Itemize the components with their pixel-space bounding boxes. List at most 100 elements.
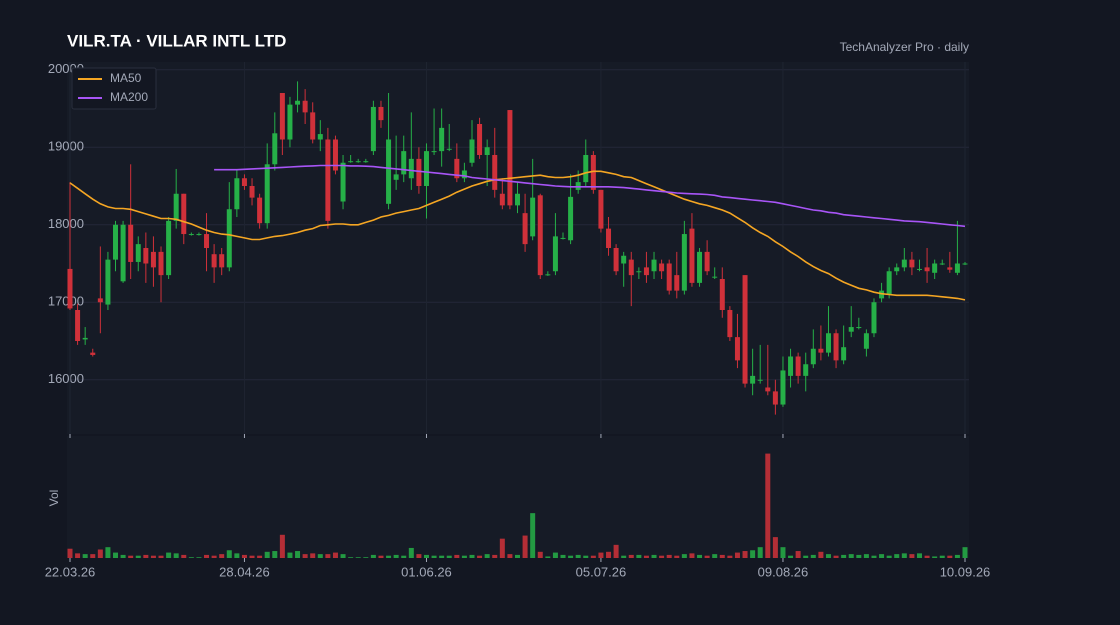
- volume-bar: [386, 555, 392, 558]
- volume-bar: [643, 555, 649, 558]
- candle-body: [613, 248, 619, 272]
- volume-bar: [173, 553, 179, 558]
- volume-bar: [947, 555, 953, 558]
- candle-body: [219, 254, 225, 268]
- candle-body: [423, 151, 429, 186]
- volume-bar: [82, 554, 88, 558]
- volume-bar: [158, 555, 164, 558]
- candle-body: [370, 106, 376, 152]
- candle-body: [742, 275, 748, 384]
- volume-bar: [515, 554, 520, 558]
- volume-bar: [105, 547, 111, 558]
- legend-label: MA200: [110, 90, 148, 104]
- volume-bar: [674, 555, 680, 558]
- volume-bar: [841, 554, 847, 558]
- candle-body: [651, 259, 657, 272]
- legend: MA50 MA200: [71, 67, 157, 110]
- volume-bar: [742, 551, 748, 558]
- volume-bar: [545, 556, 551, 558]
- volume-bar: [226, 550, 232, 558]
- candle-body: [689, 228, 695, 283]
- volume-bar: [408, 547, 414, 558]
- volume-bar: [348, 557, 354, 558]
- candle-body: [560, 237, 566, 239]
- volume-bar: [560, 554, 566, 558]
- candle-body: [211, 254, 217, 268]
- chart-title: VILR.TA · VILLAR INTL LTD: [67, 31, 286, 50]
- volume-bar: [613, 544, 619, 558]
- volume-bar: [788, 555, 794, 558]
- volume-bar: [772, 537, 778, 558]
- volume-panel: [67, 436, 969, 558]
- volume-bar: [666, 554, 672, 558]
- candle-body: [75, 310, 81, 341]
- x-tick-label: 05.07.26: [576, 564, 627, 579]
- candle-body: [757, 379, 763, 381]
- candle-body: [909, 259, 915, 268]
- volume-bar: [363, 557, 369, 558]
- price-panel: [67, 62, 969, 434]
- candle-body: [461, 170, 467, 179]
- volume-bar: [401, 555, 407, 558]
- volume-bar: [166, 552, 172, 558]
- volume-bar: [810, 554, 816, 558]
- volume-bar: [825, 554, 831, 558]
- volume-bar: [393, 554, 399, 558]
- volume-bar: [446, 555, 452, 558]
- volume-bar: [848, 554, 854, 558]
- candle-body: [332, 139, 338, 171]
- volume-bar: [590, 555, 596, 558]
- candle-body: [939, 263, 945, 265]
- candle-body: [279, 93, 285, 140]
- candle-body: [204, 234, 210, 248]
- candle-body: [454, 158, 460, 179]
- candle-body: [530, 197, 536, 237]
- volume-label: Vol: [47, 490, 61, 507]
- ma-line: [214, 164, 966, 228]
- volume-bar: [719, 554, 725, 558]
- candle-body: [606, 228, 612, 248]
- volume-bar: [67, 548, 73, 558]
- candle-body: [734, 337, 740, 361]
- candle-body: [249, 186, 255, 198]
- volume-bar: [651, 554, 657, 558]
- volume-bar: [310, 553, 316, 558]
- candle-body: [894, 267, 900, 272]
- candle-body: [477, 124, 483, 155]
- volume-bar: [598, 552, 604, 558]
- candle-body: [241, 178, 247, 186]
- candle-body: [515, 193, 520, 206]
- y-tick-label: 19000: [48, 139, 84, 154]
- candle-body: [325, 139, 331, 221]
- volume-bar: [833, 555, 839, 558]
- candle-body: [848, 327, 854, 332]
- candle-body: [348, 161, 354, 163]
- candle-body: [128, 224, 134, 262]
- legend-label: MA50: [110, 71, 142, 85]
- candle-body: [916, 268, 922, 270]
- candle-body: [621, 255, 627, 264]
- candle-body: [863, 333, 869, 349]
- volume-bar: [871, 555, 877, 558]
- candle-body: [643, 267, 649, 276]
- candle-body: [401, 151, 407, 175]
- candle-body: [150, 251, 156, 268]
- candle-body: [666, 263, 672, 291]
- volume-bar: [196, 557, 202, 558]
- volume-bar: [689, 553, 695, 558]
- candle-body: [568, 196, 574, 241]
- volume-bar: [211, 555, 217, 558]
- volume-bar: [499, 538, 505, 558]
- volume-bar: [423, 554, 429, 558]
- volume-bar: [537, 551, 543, 558]
- volume-bar: [803, 555, 809, 558]
- volume-bar: [606, 551, 612, 558]
- candle-body: [446, 148, 452, 150]
- volume-bar: [712, 554, 718, 558]
- candle-body: [196, 234, 202, 236]
- candle-body: [90, 352, 96, 355]
- x-tick-label: 28.04.26: [219, 564, 270, 579]
- volume-bar: [886, 555, 892, 558]
- candle-body: [143, 248, 149, 264]
- candle-body: [416, 158, 422, 186]
